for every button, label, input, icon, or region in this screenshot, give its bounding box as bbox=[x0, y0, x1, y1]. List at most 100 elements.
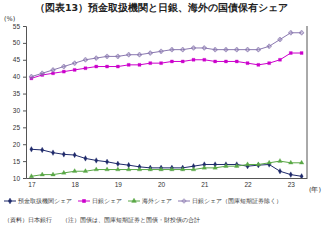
series-marker bbox=[203, 58, 206, 61]
series-marker bbox=[29, 174, 34, 178]
y-tick-mark bbox=[23, 43, 26, 44]
series-marker bbox=[160, 62, 163, 65]
series-marker bbox=[116, 65, 119, 68]
y-tick-mark bbox=[23, 94, 26, 95]
series-marker bbox=[224, 48, 228, 52]
series-marker bbox=[95, 65, 98, 68]
series-marker bbox=[40, 71, 44, 75]
series-marker bbox=[257, 162, 260, 168]
x-tick-label: 18 bbox=[72, 181, 80, 188]
series-marker bbox=[246, 48, 250, 52]
series-line bbox=[31, 53, 301, 78]
series-marker bbox=[170, 167, 175, 171]
series-marker bbox=[278, 37, 282, 41]
y-tick: 25 bbox=[13, 124, 26, 131]
series-marker bbox=[224, 60, 227, 63]
series-marker bbox=[235, 60, 238, 63]
title: （図表13）預金取扱機関と日銀、海外の国債保有シェア bbox=[35, 2, 288, 13]
series-marker bbox=[30, 146, 33, 152]
series-marker bbox=[51, 68, 55, 72]
legend-item: 日銀シェア（国庫短期証券除く） bbox=[178, 197, 282, 205]
series-marker bbox=[159, 165, 162, 171]
note: （注）国債は、国庫短期証券と国債・財投債の合計 bbox=[62, 216, 200, 224]
series-marker bbox=[224, 162, 227, 168]
y-tick-mark bbox=[23, 77, 26, 78]
y-tick-label: 10 bbox=[13, 175, 21, 182]
series-marker bbox=[116, 161, 119, 167]
series-marker bbox=[62, 170, 67, 174]
series-marker bbox=[234, 164, 239, 168]
x-axis: 17181920212223 bbox=[27, 178, 308, 188]
y-tick: 20 bbox=[13, 141, 26, 148]
series-marker bbox=[29, 75, 33, 79]
y-tick: 35 bbox=[13, 90, 26, 97]
series-marker bbox=[127, 53, 131, 57]
series-marker bbox=[202, 165, 207, 169]
series-marker bbox=[137, 167, 142, 171]
series-marker bbox=[300, 52, 303, 55]
series-marker bbox=[256, 162, 261, 166]
y-tick-label: 50 bbox=[13, 39, 21, 46]
series-marker bbox=[192, 58, 195, 61]
series-marker bbox=[278, 158, 283, 162]
y-tick-mark bbox=[23, 110, 26, 111]
y-tick-mark bbox=[23, 26, 26, 27]
series-marker bbox=[268, 62, 271, 65]
series-marker bbox=[137, 53, 141, 57]
frame bbox=[307, 26, 308, 178]
legend-marker bbox=[182, 199, 186, 203]
series-marker bbox=[235, 162, 238, 168]
series-marker bbox=[214, 60, 217, 63]
x-tick-label: 20 bbox=[158, 181, 166, 188]
legend-label: 日銀シェア（国庫短期証券除く） bbox=[192, 197, 282, 205]
y-tick-label: 30 bbox=[13, 107, 21, 114]
series-marker bbox=[138, 63, 141, 66]
series-marker bbox=[246, 62, 249, 65]
series-marker bbox=[148, 167, 153, 171]
series-marker bbox=[72, 169, 77, 173]
x-tick: 20 bbox=[158, 178, 166, 188]
legend-label: 日銀シェア bbox=[92, 198, 122, 204]
chart: （図表13）預金取扱機関と日銀、海外の国債保有シェア(%)10152025303… bbox=[0, 0, 323, 231]
series-marker bbox=[170, 48, 174, 52]
series-marker bbox=[192, 46, 196, 50]
series-marker bbox=[40, 172, 45, 176]
series-marker bbox=[73, 152, 76, 158]
series-marker bbox=[300, 31, 304, 35]
legend-line bbox=[178, 201, 190, 202]
series-marker bbox=[159, 167, 164, 171]
note: （資料）日本銀行 bbox=[4, 217, 52, 224]
x-tick: 19 bbox=[115, 178, 123, 188]
series-marker bbox=[106, 65, 109, 68]
y-tick-label: 40 bbox=[13, 73, 21, 80]
x-tick: 18 bbox=[72, 178, 80, 188]
y-tick-mark bbox=[23, 161, 26, 162]
y-tick-label: 20 bbox=[13, 141, 21, 148]
series-marker bbox=[94, 167, 99, 171]
x-tick: 21 bbox=[201, 178, 209, 188]
series-marker bbox=[159, 49, 163, 53]
series-marker bbox=[105, 54, 109, 58]
legend: 預金取扱機関シェア日銀シェア海外シェア日銀シェア（国庫短期証券除く） bbox=[4, 197, 282, 205]
series-marker bbox=[289, 172, 292, 178]
series-marker bbox=[289, 160, 294, 164]
series-marker bbox=[84, 67, 87, 70]
series-marker bbox=[148, 51, 152, 55]
series-marker bbox=[235, 48, 239, 52]
y-tick: 50 bbox=[13, 39, 26, 46]
y-tick: 15 bbox=[13, 158, 26, 165]
y-tick: 40 bbox=[13, 73, 26, 80]
y-tick: 45 bbox=[13, 56, 26, 63]
series-marker bbox=[83, 58, 87, 62]
legend-marker bbox=[132, 198, 137, 202]
x-tick: 17 bbox=[28, 178, 36, 188]
y-tick-mark bbox=[23, 178, 26, 179]
series-marker bbox=[170, 165, 173, 171]
y-tick-mark bbox=[23, 60, 26, 61]
series-marker bbox=[289, 31, 293, 35]
x-tick-label: 23 bbox=[288, 181, 296, 188]
series-marker bbox=[116, 54, 120, 58]
x-tick: 23 bbox=[288, 178, 296, 188]
series-marker bbox=[51, 172, 56, 176]
series-marker bbox=[83, 169, 88, 173]
